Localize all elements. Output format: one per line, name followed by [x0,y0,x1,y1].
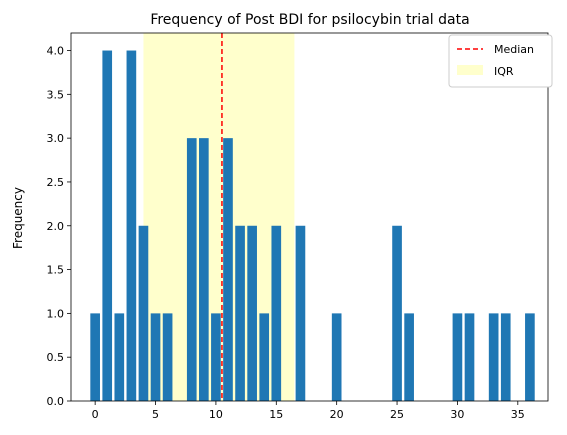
bar-36 [525,313,535,401]
bar-34 [500,313,511,401]
y-tick-label: 2.0 [47,220,65,233]
bar-13 [247,225,257,401]
y-tick-label: 1.5 [47,264,65,277]
y-tick-label: 1.0 [47,307,65,320]
x-tick-label: 25 [390,408,404,421]
bar-11 [223,138,233,401]
bar-10 [211,313,221,401]
bar-20 [331,313,342,401]
x-tick-label: 20 [330,408,344,421]
bar-15 [271,225,282,401]
bar-8 [186,138,197,401]
legend-median-label: Median [494,43,534,56]
bar-5 [150,313,161,401]
y-tick-label: 3.0 [47,132,65,145]
bar-12 [235,225,245,401]
legend: Median IQR [448,34,553,88]
y-tick-label: 0.0 [47,395,65,408]
x-tick-label: 15 [269,408,283,421]
legend-iqr-swatch [457,65,483,75]
x-tick-label: 0 [92,408,99,421]
axes-layer: 0 5 10 15 20 25 30 35 0.0 0.5 1.0 1.5 2.0 2.5 3.0 3.5 4.… [47,32,549,421]
y-tick-label: 3.5 [47,88,65,101]
bar-2 [114,313,125,401]
bar-26 [404,313,414,401]
x-tick-label: 30 [450,408,464,421]
legend-iqr-label: IQR [494,65,514,78]
bar-31 [464,313,475,401]
bar-9 [199,138,209,401]
y-tick-label: 0.5 [47,351,65,364]
y-axis-label: Frequency [11,187,25,249]
bar-17 [295,225,306,401]
y-tick-label: 4.0 [47,45,65,58]
bars-layer [90,50,535,402]
bar-4 [138,225,149,401]
y-tick-label: 2.5 [47,176,65,189]
bar-33 [488,313,499,401]
plot-frame [70,32,549,402]
bar-25 [392,225,402,401]
bar-6 [162,313,173,401]
bar-14 [259,313,270,401]
bar-1 [102,50,113,402]
x-tick-label: 10 [209,408,223,421]
chart-title: Frequency of Post BDI for psilocybin tri… [150,12,469,28]
bar-0 [90,313,100,401]
x-tick-label: 35 [511,408,525,421]
bar-3 [126,50,137,402]
bar-30 [452,313,463,401]
x-tick-label: 5 [152,408,159,421]
